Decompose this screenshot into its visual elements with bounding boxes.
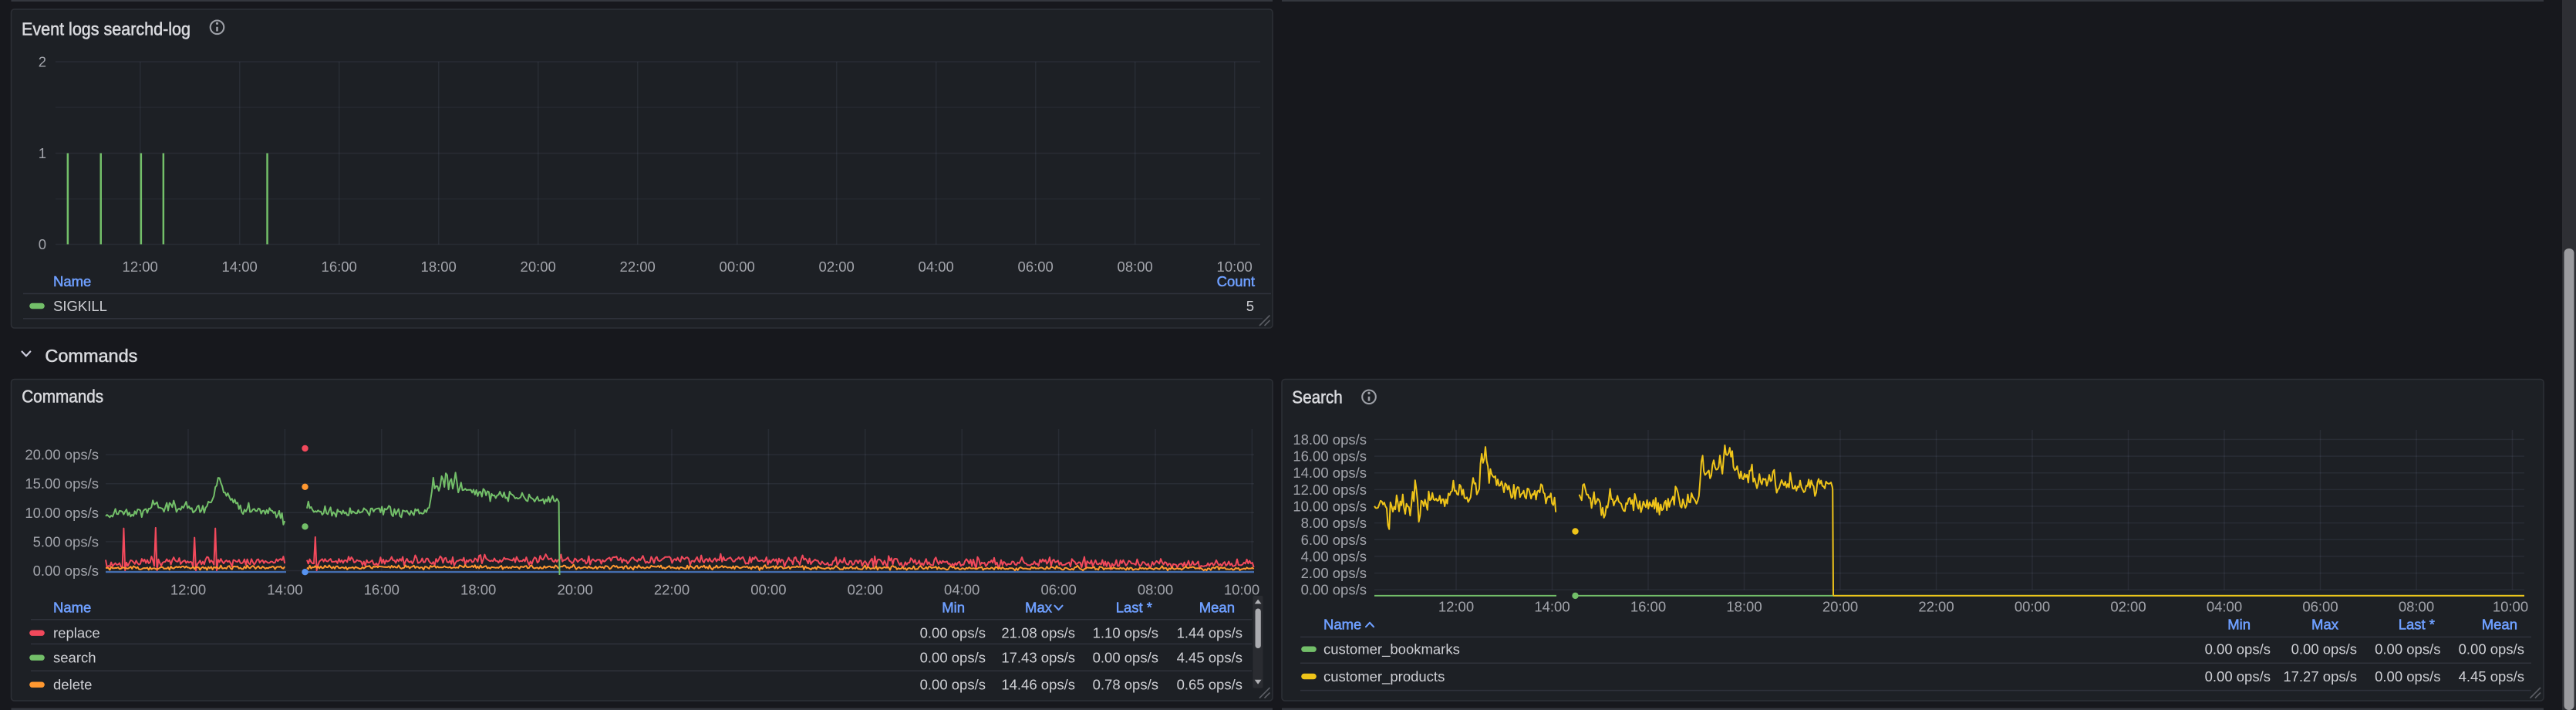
svg-text:SIGKILL: SIGKILL	[53, 298, 107, 314]
svg-text:Search: Search	[1292, 387, 1343, 407]
svg-text:Count: Count	[1217, 273, 1255, 289]
svg-text:Commands: Commands	[22, 387, 103, 407]
svg-text:0.00 ops/s: 0.00 ops/s	[2291, 641, 2357, 658]
svg-text:14:00: 14:00	[1534, 599, 1570, 615]
svg-text:06:00: 06:00	[2302, 599, 2338, 615]
svg-text:0.00 ops/s: 0.00 ops/s	[1301, 582, 1367, 598]
svg-text:20:00: 20:00	[1822, 599, 1858, 615]
svg-text:0: 0	[39, 236, 46, 252]
svg-text:1.44 ops/s: 1.44 ops/s	[1177, 625, 1242, 641]
svg-text:22:00: 22:00	[1918, 599, 1954, 615]
svg-text:12.00 ops/s: 12.00 ops/s	[1293, 482, 1367, 498]
svg-text:Max: Max	[2311, 617, 2339, 633]
svg-text:16.00 ops/s: 16.00 ops/s	[1293, 448, 1367, 465]
svg-text:Last *: Last *	[2399, 617, 2435, 633]
svg-text:Max: Max	[1025, 600, 1053, 616]
svg-text:14:00: 14:00	[267, 582, 302, 598]
svg-text:Min: Min	[942, 600, 965, 616]
svg-text:08:00: 08:00	[1118, 259, 1153, 275]
svg-text:replace: replace	[53, 625, 100, 641]
svg-text:customer_products: customer_products	[1323, 668, 1445, 685]
svg-text:04:00: 04:00	[919, 259, 954, 275]
svg-text:Event logs searchd-log: Event logs searchd-log	[22, 19, 191, 39]
svg-text:18:00: 18:00	[460, 582, 496, 598]
svg-text:02:00: 02:00	[2110, 599, 2146, 615]
svg-text:10:00: 10:00	[2493, 599, 2528, 615]
svg-text:8.00 ops/s: 8.00 ops/s	[1301, 515, 1367, 531]
svg-text:4.45 ops/s: 4.45 ops/s	[2459, 668, 2524, 685]
svg-text:search: search	[53, 650, 96, 666]
svg-text:4.45 ops/s: 4.45 ops/s	[1177, 650, 1242, 666]
svg-text:14.00 ops/s: 14.00 ops/s	[1293, 465, 1367, 481]
svg-text:1: 1	[39, 145, 46, 161]
svg-text:0.78 ops/s: 0.78 ops/s	[1093, 677, 1158, 693]
svg-text:0.00 ops/s: 0.00 ops/s	[2205, 668, 2271, 685]
svg-text:5: 5	[1246, 298, 1254, 314]
svg-text:12:00: 12:00	[123, 259, 158, 275]
svg-text:16:00: 16:00	[322, 259, 357, 275]
svg-text:0.00 ops/s: 0.00 ops/s	[1093, 650, 1158, 666]
svg-text:06:00: 06:00	[1018, 259, 1054, 275]
svg-text:18.00 ops/s: 18.00 ops/s	[1293, 431, 1367, 448]
svg-text:Mean: Mean	[2482, 617, 2517, 633]
svg-text:5.00 ops/s: 5.00 ops/s	[33, 533, 99, 549]
svg-text:10:00: 10:00	[1224, 582, 1259, 598]
svg-text:2.00 ops/s: 2.00 ops/s	[1301, 565, 1367, 581]
svg-text:22:00: 22:00	[654, 582, 690, 598]
svg-text:Name: Name	[53, 600, 91, 616]
svg-text:21.08 ops/s: 21.08 ops/s	[1001, 625, 1075, 641]
svg-text:Last *: Last *	[1116, 600, 1152, 616]
svg-text:00:00: 00:00	[750, 582, 786, 598]
svg-text:16:00: 16:00	[1630, 599, 1666, 615]
svg-text:18:00: 18:00	[421, 259, 457, 275]
svg-text:00:00: 00:00	[720, 259, 755, 275]
svg-text:10.00 ops/s: 10.00 ops/s	[25, 505, 99, 521]
svg-text:1.10 ops/s: 1.10 ops/s	[1093, 625, 1158, 641]
svg-text:06:00: 06:00	[1040, 582, 1076, 598]
svg-text:20:00: 20:00	[521, 259, 556, 275]
svg-text:0.00 ops/s: 0.00 ops/s	[2375, 668, 2440, 685]
svg-text:10:00: 10:00	[1217, 259, 1253, 275]
svg-text:0.00 ops/s: 0.00 ops/s	[920, 677, 986, 693]
svg-text:15.00 ops/s: 15.00 ops/s	[25, 475, 99, 492]
svg-text:16:00: 16:00	[364, 582, 400, 598]
svg-text:0.00 ops/s: 0.00 ops/s	[2459, 641, 2524, 658]
svg-text:02:00: 02:00	[848, 582, 883, 598]
svg-text:0.00 ops/s: 0.00 ops/s	[33, 563, 99, 579]
svg-text:0.00 ops/s: 0.00 ops/s	[2205, 641, 2271, 658]
svg-text:0.00 ops/s: 0.00 ops/s	[920, 625, 986, 641]
svg-text:10.00 ops/s: 10.00 ops/s	[1293, 499, 1367, 515]
svg-text:0.00 ops/s: 0.00 ops/s	[920, 650, 986, 666]
svg-text:0.65 ops/s: 0.65 ops/s	[1177, 677, 1242, 693]
svg-text:6.00 ops/s: 6.00 ops/s	[1301, 532, 1367, 548]
svg-text:12:00: 12:00	[1438, 599, 1474, 615]
svg-text:20.00 ops/s: 20.00 ops/s	[25, 447, 99, 463]
svg-text:00:00: 00:00	[2015, 599, 2050, 615]
svg-text:4.00 ops/s: 4.00 ops/s	[1301, 548, 1367, 564]
svg-text:22:00: 22:00	[620, 259, 656, 275]
svg-text:20:00: 20:00	[557, 582, 592, 598]
svg-text:12:00: 12:00	[170, 582, 206, 598]
svg-text:delete: delete	[53, 677, 92, 693]
svg-text:14:00: 14:00	[222, 259, 258, 275]
svg-text:04:00: 04:00	[944, 582, 979, 598]
svg-text:08:00: 08:00	[1138, 582, 1173, 598]
svg-text:17.27 ops/s: 17.27 ops/s	[2283, 668, 2357, 685]
svg-text:2: 2	[39, 54, 46, 70]
svg-text:Name: Name	[53, 273, 91, 289]
svg-text:Commands: Commands	[45, 346, 137, 366]
svg-text:02:00: 02:00	[819, 259, 855, 275]
svg-text:17.43 ops/s: 17.43 ops/s	[1001, 650, 1075, 666]
svg-text:04:00: 04:00	[2207, 599, 2242, 615]
svg-text:0.00 ops/s: 0.00 ops/s	[2375, 641, 2440, 658]
svg-text:Name: Name	[1323, 617, 1361, 633]
svg-text:customer_bookmarks: customer_bookmarks	[1323, 641, 1460, 658]
svg-text:Min: Min	[2227, 617, 2251, 633]
svg-text:08:00: 08:00	[2399, 599, 2434, 615]
svg-text:18:00: 18:00	[1726, 599, 1762, 615]
svg-text:14.46 ops/s: 14.46 ops/s	[1001, 677, 1075, 693]
svg-text:Mean: Mean	[1199, 600, 1235, 616]
